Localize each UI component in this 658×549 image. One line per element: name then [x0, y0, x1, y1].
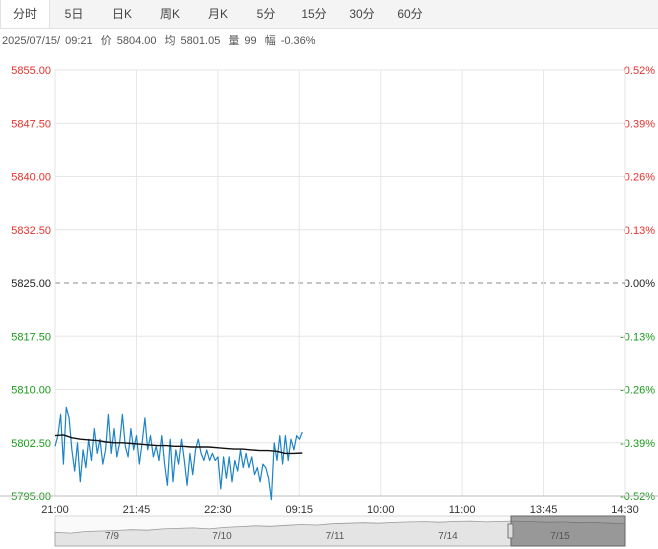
tab-7[interactable]: 30分 — [349, 7, 375, 21]
x-tick-label: 13:45 — [530, 504, 558, 516]
y-tick-label: 5802.50 — [11, 438, 51, 450]
y-tick-label: 5840.00 — [11, 172, 51, 184]
navigator-date-label: 7/15 — [550, 531, 570, 542]
pct-tick-label: 0.13% — [624, 225, 655, 237]
tab-4[interactable]: 月K — [207, 7, 228, 21]
tab-0[interactable]: 分时 — [0, 0, 50, 28]
x-tick-label: 21:00 — [41, 504, 69, 516]
x-tick-label: 09:15 — [286, 504, 314, 516]
pct-tick-label: 0.00% — [624, 278, 655, 290]
avg-price-series-line — [54, 434, 303, 455]
tab-2[interactable]: 日K — [111, 7, 132, 21]
y-tick-label: 5795.00 — [11, 491, 51, 503]
y-tick-label: 5810.00 — [11, 385, 51, 397]
tab-6[interactable]: 15分 — [301, 7, 327, 21]
y-tick-label: 5855.00 — [11, 65, 51, 77]
tab-3[interactable]: 周K — [159, 7, 180, 21]
y-tick-label: 5817.50 — [11, 331, 51, 343]
quote-info-bar: 2025/07/15/09:21 价 5804.00 均 5801.05 量 99 幅… — [2, 33, 321, 49]
x-tick-label: 10:00 — [367, 504, 395, 516]
tab-8[interactable]: 60分 — [397, 7, 423, 21]
info-chg: -0.36% — [280, 35, 316, 47]
info-time: 09:21 — [65, 35, 93, 47]
pct-tick-label: -0.52% — [620, 491, 655, 503]
pct-tick-label: 0.26% — [624, 172, 655, 184]
x-tick-label: 21:45 — [123, 504, 151, 516]
y-tick-label: 5847.50 — [11, 118, 51, 130]
chart-tabs: 分时 5日 日K 周K 月K 5分 15分 30分 60分 — [0, 0, 658, 29]
tab-5[interactable]: 5分 — [256, 7, 276, 21]
info-vol-label: 量 — [228, 35, 240, 47]
info-avg: 5801.05 — [180, 35, 221, 47]
navigator-date-label: 7/11 — [326, 531, 345, 542]
navigator-date-label: 7/9 — [105, 531, 119, 542]
x-tick-label: 11:00 — [449, 504, 476, 516]
pct-tick-label: 0.39% — [624, 118, 655, 130]
navigator-date-label: 7/14 — [438, 531, 458, 542]
info-avg-label: 均 — [164, 35, 176, 47]
y-tick-label: 5832.50 — [11, 225, 51, 237]
pct-tick-label: -0.26% — [620, 385, 655, 397]
pct-tick-label: -0.13% — [620, 331, 655, 343]
navigator-handle-left — [507, 523, 514, 539]
price-series-line — [54, 406, 303, 501]
x-tick-label: 14:30 — [611, 504, 639, 516]
info-chg-label: 幅 — [264, 35, 276, 47]
navigator-selection — [510, 515, 626, 547]
info-datetime: 2025/07/15/ — [2, 35, 61, 47]
pct-tick-label: -0.39% — [620, 438, 655, 450]
y-tick-label: 5825.00 — [11, 278, 51, 290]
pct-tick-label: 0.52% — [624, 65, 655, 77]
navigator-date-label: 7/10 — [212, 531, 232, 542]
x-tick-label: 22:30 — [204, 504, 232, 516]
info-price: 5804.00 — [116, 35, 157, 47]
tab-1[interactable]: 5日 — [64, 7, 84, 21]
info-price-label: 价 — [100, 35, 112, 47]
info-vol: 99 — [244, 35, 257, 47]
